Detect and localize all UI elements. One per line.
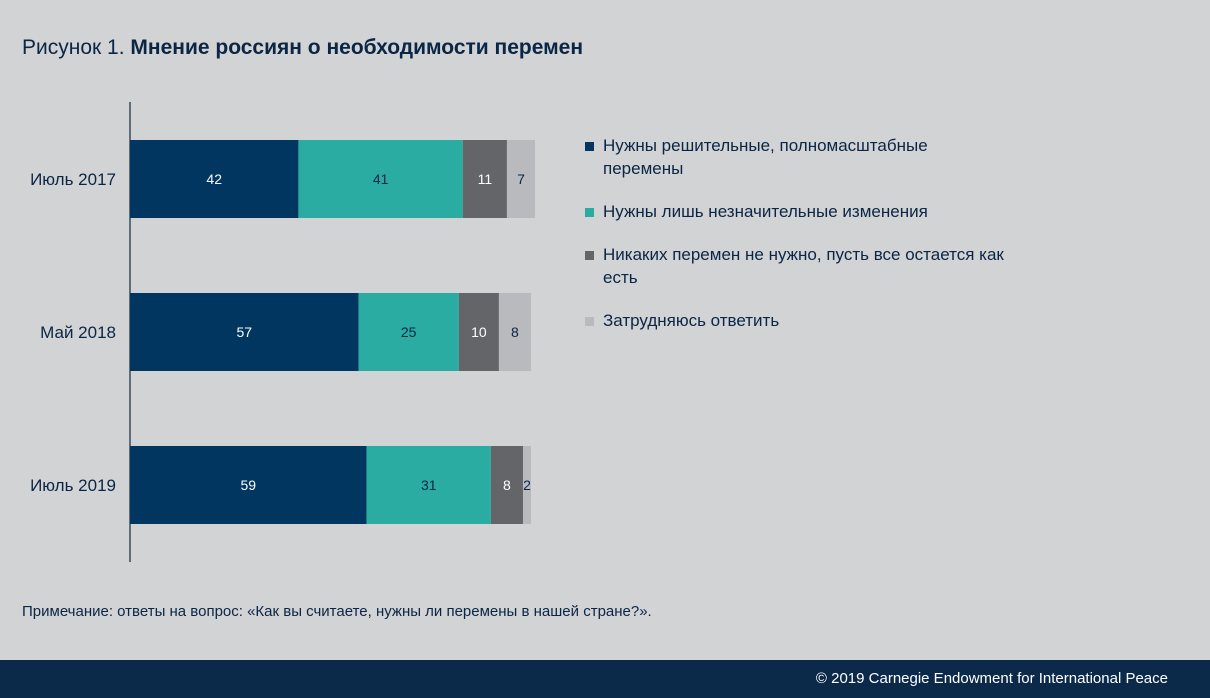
bar-segment-1-июль-2019 — [366, 446, 491, 524]
legend-swatch — [585, 251, 594, 260]
legend-item-decisive-changes: Нужны решительные, полномасштабные перем… — [585, 134, 1005, 180]
chart-title: Рисунок 1. Мнение россиян о необходимост… — [22, 36, 583, 60]
data-label: 8 — [511, 324, 519, 340]
data-label: 59 — [241, 477, 257, 493]
legend-label: Нужны решительные, полномасштабные перем… — [603, 136, 928, 178]
note-text: ответы на вопрос: «Как вы считаете, нужн… — [113, 603, 652, 620]
footer-bar: © 2019 Carnegie Endowment for Internatio… — [0, 660, 1210, 698]
note-label: Примечание: — [22, 603, 113, 620]
data-label: 7 — [517, 171, 525, 187]
category-label: Май 2018 — [40, 323, 116, 342]
bar-segment-0-июль-2019 — [130, 446, 367, 524]
bar-segment-3-май-2018 — [498, 293, 531, 371]
category-label: Июль 2019 — [30, 476, 116, 495]
bar-segment-1-июль-2017 — [298, 140, 463, 218]
legend-item-no-changes: Никаких перемен не нужно, пусть все оста… — [585, 243, 1005, 289]
legend-item-minor-changes: Нужны лишь незначительные изменения — [585, 200, 1005, 223]
data-label: 10 — [471, 324, 487, 340]
chart-note: Примечание: ответы на вопрос: «Как вы сч… — [22, 603, 652, 620]
chart-title-main: Мнение россиян о необходимости перемен — [130, 36, 584, 59]
bar-segment-2-июль-2017 — [462, 140, 507, 218]
legend-label: Никаких перемен не нужно, пусть все оста… — [603, 245, 1004, 287]
stacked-bar-chart: Июль 2017 42 41 11 7 Май 2018 57 25 10 8 Июль 2019… — [30, 102, 536, 562]
data-label: 57 — [236, 324, 252, 340]
data-label: 2 — [523, 477, 531, 493]
copyright-text: © 2019 Carnegie Endowment for Internatio… — [815, 670, 1168, 687]
legend-swatch — [585, 142, 594, 151]
category-label: Июль 2017 — [30, 170, 116, 189]
bar-segment-0-июль-2017 — [130, 140, 299, 218]
legend-item-hard-to-say: Затрудняюсь ответить — [585, 309, 1005, 332]
data-label: 31 — [421, 477, 437, 493]
legend-label: Затрудняюсь ответить — [603, 311, 780, 330]
bar-segment-0-май-2018 — [130, 293, 359, 371]
bar-segment-3-июль-2017 — [506, 140, 536, 218]
legend-swatch — [585, 208, 594, 217]
data-label: 42 — [206, 171, 222, 187]
chart-legend: Нужны решительные, полномасштабные перем… — [585, 134, 1005, 352]
chart-title-lead: Рисунок 1. — [22, 36, 125, 59]
data-label: 41 — [373, 171, 389, 187]
legend-swatch — [585, 317, 594, 326]
legend-label: Нужны лишь незначительные изменения — [603, 202, 928, 221]
data-label: 11 — [478, 171, 493, 187]
bar-segment-3-июль-2019 — [522, 446, 531, 524]
bar-segment-1-май-2018 — [358, 293, 459, 371]
bar-segment-2-май-2018 — [458, 293, 499, 371]
data-label: 8 — [503, 477, 511, 493]
bar-segment-2-июль-2019 — [490, 446, 523, 524]
data-label: 25 — [401, 324, 417, 340]
